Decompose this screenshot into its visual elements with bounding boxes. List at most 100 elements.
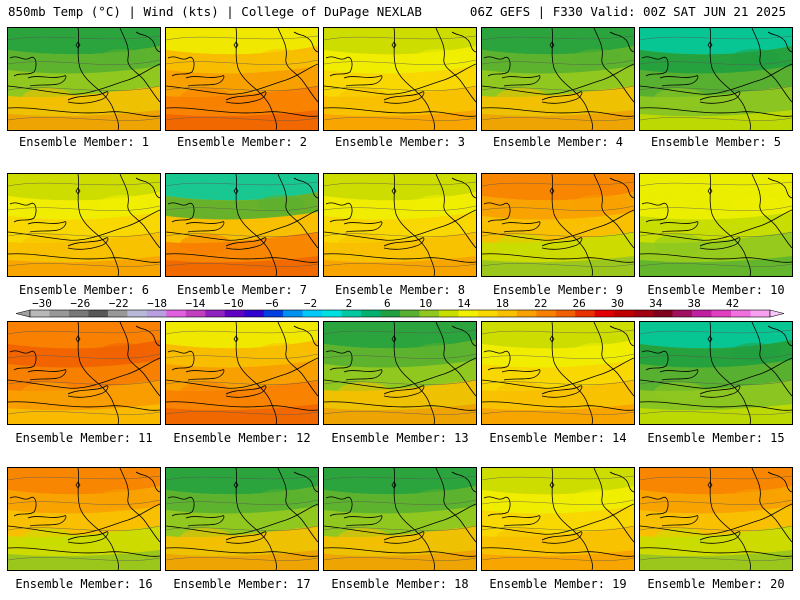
ensemble-member-label: Ensemble Member: 1 (18, 135, 150, 149)
colorbar-swatch (477, 310, 498, 317)
ensemble-member-label: Ensemble Member: 14 (489, 431, 627, 445)
temperature-map (640, 28, 792, 130)
colorbar-swatch (127, 310, 148, 317)
colorbar-swatch (594, 310, 615, 317)
colorbar-tick-label: 2 (346, 297, 353, 310)
colorbar-tick-label: −22 (109, 297, 129, 310)
ensemble-member-label: Ensemble Member: 18 (331, 577, 469, 591)
temperature-map (324, 322, 476, 424)
colorbar-swatch (244, 310, 264, 317)
ensemble-map-panel (165, 173, 319, 277)
ensemble-map-panel (481, 27, 635, 131)
colorbar-tick-label: 38 (688, 297, 701, 310)
colorbar-swatch (380, 310, 401, 317)
colorbar-tick-label: −2 (304, 297, 317, 310)
temperature-map (166, 174, 318, 276)
colorbar-tick-label: 26 (572, 297, 585, 310)
map-title: 850mb Temp (°C) | Wind (kts) | College o… (8, 4, 422, 19)
colorbar-swatch (614, 310, 634, 317)
colorbar-tick-label: −30 (32, 297, 52, 310)
colorbar-swatch (88, 310, 109, 317)
ensemble-map-panel (323, 321, 477, 425)
colorbar-tick-label: 22 (534, 297, 547, 310)
colorbar-swatch (166, 310, 187, 317)
ensemble-member-label: Ensemble Member: 13 (331, 431, 469, 445)
ensemble-member-label: Ensemble Member: 6 (18, 283, 150, 297)
colorbar-tick-label: 42 (726, 297, 739, 310)
temperature-map (324, 468, 476, 570)
colorbar-swatch (633, 310, 654, 317)
temperature-colorbar: −30 −26 −22 −18 −14 −10 −6 −2 2 6 10 14 18 22 26 30 34 38… (15, 297, 785, 318)
ensemble-member-label: Ensemble Member: 5 (650, 135, 782, 149)
ensemble-map-panel (7, 173, 161, 277)
ensemble-map-panel (165, 467, 319, 571)
colorbar-tick-label: 30 (611, 297, 624, 310)
colorbar-tick-label: −10 (224, 297, 244, 310)
ensemble-map-panel (323, 467, 477, 571)
temperature-map (482, 174, 634, 276)
colorbar-swatch (302, 310, 323, 317)
temperature-map (166, 322, 318, 424)
colorbar-tick-label: 6 (384, 297, 391, 310)
ensemble-map-panel (323, 173, 477, 277)
temperature-map (324, 174, 476, 276)
colorbar-tick-label: 34 (649, 297, 663, 310)
temperature-map (482, 322, 634, 424)
colorbar-tick-label: 14 (457, 297, 471, 310)
colorbar-swatch (30, 310, 50, 317)
ensemble-member-label: Ensemble Member: 10 (647, 283, 785, 297)
colorbar-swatch (458, 310, 479, 317)
colorbar-tick-label: −14 (186, 297, 206, 310)
ensemble-map-panel (7, 467, 161, 571)
ensemble-map-panel (7, 27, 161, 131)
ensemble-member-label: Ensemble Member: 20 (647, 577, 785, 591)
ensemble-member-label: Ensemble Member: 12 (173, 431, 311, 445)
temperature-map (8, 322, 160, 424)
temperature-map (482, 468, 634, 570)
colorbar-swatch (731, 310, 751, 317)
temperature-map (8, 468, 160, 570)
ensemble-member-label: Ensemble Member: 8 (334, 283, 466, 297)
colorbar-min-arrow (15, 309, 31, 318)
colorbar-swatch (653, 310, 673, 317)
colorbar-max-arrow (769, 309, 785, 318)
colorbar-swatch (146, 310, 167, 317)
colorbar-tick-label: −26 (70, 297, 90, 310)
temperature-map (8, 174, 160, 276)
colorbar-swatch (322, 310, 342, 317)
colorbar-swatch (263, 310, 284, 317)
colorbar-swatch (555, 310, 576, 317)
colorbar-swatch (497, 310, 518, 317)
ensemble-member-label: Ensemble Member: 15 (647, 431, 785, 445)
ensemble-member-label: Ensemble Member: 17 (173, 577, 311, 591)
ensemble-map-panel (481, 173, 635, 277)
ensemble-map-panel (165, 27, 319, 131)
ensemble-map-panel (481, 467, 635, 571)
colorbar-swatch (283, 310, 303, 317)
ensemble-map-panel (165, 321, 319, 425)
colorbar-tick-label: 18 (496, 297, 509, 310)
ensemble-member-label: Ensemble Member: 3 (334, 135, 466, 149)
ensemble-member-label: Ensemble Member: 19 (489, 577, 627, 591)
temperature-map (166, 28, 318, 130)
colorbar-swatch (711, 310, 732, 317)
colorbar-swatch (49, 310, 70, 317)
ensemble-member-label: Ensemble Member: 7 (176, 283, 308, 297)
ensemble-map-panel (639, 27, 793, 131)
temperature-map (640, 468, 792, 570)
colorbar-tick-label: −18 (147, 297, 167, 310)
ensemble-member-label: Ensemble Member: 2 (176, 135, 308, 149)
ensemble-map-panel (639, 173, 793, 277)
colorbar-swatch (205, 310, 226, 317)
colorbar-swatch (185, 310, 206, 317)
colorbar-swatch (750, 310, 771, 317)
temperature-map (640, 174, 792, 276)
colorbar-tick-label: −6 (266, 297, 279, 310)
temperature-map (324, 28, 476, 130)
ensemble-member-label: Ensemble Member: 16 (15, 577, 153, 591)
temperature-map (482, 28, 634, 130)
ensemble-map-panel (7, 321, 161, 425)
colorbar-swatch (68, 310, 89, 317)
ensemble-map-panel (323, 27, 477, 131)
colorbar-swatch (672, 310, 693, 317)
